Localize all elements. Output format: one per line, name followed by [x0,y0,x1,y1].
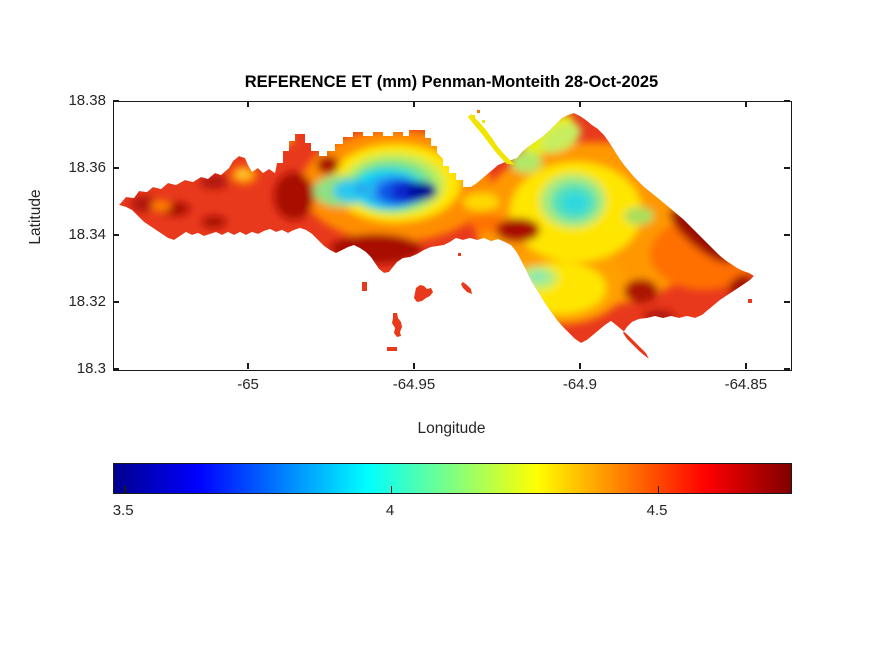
contour-blob [330,234,422,264]
islet [414,285,433,302]
contour-blob [527,271,549,283]
y-axis-tick-label: 18.36 [68,159,106,176]
y-axis-tick-left [113,368,119,370]
contour-blob [274,172,314,220]
contour-blob [355,184,369,194]
colorbar-tick-label: 4 [385,502,395,519]
x-axis-tick-top [247,101,249,107]
islet [748,299,752,303]
x-axis-tick-bottom [413,363,415,369]
contour-blob [270,134,294,146]
contour-blob [317,156,339,174]
islet [458,253,461,256]
y-axis-tick-right [784,368,790,370]
y-axis-tick-right [784,234,790,236]
y-axis-tick-right [784,301,790,303]
y-axis-tick-right [784,167,790,169]
colorbar [113,463,792,494]
contour-blob [541,122,581,154]
x-axis-tick-top [579,101,581,107]
islet [392,313,402,337]
y-axis-tick-left [113,234,119,236]
colorbar-tick [391,486,393,493]
y-axis-tick-left [113,301,119,303]
contour-blob [510,151,542,173]
x-axis-tick-bottom [579,363,581,369]
ridge-speck [472,115,475,118]
x-axis-tick-label: -64.9 [562,376,598,393]
colorbar-tick [124,486,126,493]
ridge-speck [477,110,480,113]
x-axis-tick-top [745,101,747,107]
chart-title: REFERENCE ET (mm) Penman-Monteith 28-Oct… [244,73,659,91]
x-axis-tick-label: -64.85 [724,376,768,393]
contour-blob [624,279,658,303]
contour-blob [463,193,499,211]
island-shape [119,113,754,359]
contour-blob [562,193,588,213]
colorbar-tick [658,486,660,493]
contour-blob [419,185,437,197]
contour-svg [119,110,754,359]
contour-blob [202,216,226,228]
plot-frame [113,101,792,371]
islet [387,347,397,351]
ridge-strip [467,113,516,166]
ridge-speck [482,120,485,123]
y-axis-tick-label: 18.32 [68,293,106,310]
colorbar-tick-label: 3.5 [112,502,134,519]
x-axis-tick-bottom [247,363,249,369]
contour-blob [643,310,675,322]
x-axis-tick-label: -64.95 [392,376,436,393]
x-axis-tick-top [413,101,415,107]
islet [461,282,472,294]
y-axis-tick-label: 18.3 [76,360,106,377]
contour-blob [237,170,249,178]
contour-blob [471,213,503,233]
contour-blob [130,196,158,212]
y-axis-label: Latitude [27,189,44,245]
y-axis-tick-left [113,100,119,102]
islet [362,282,367,291]
x-axis-tick-bottom [745,363,747,369]
contour-blob [200,175,228,189]
contour-blob [727,274,751,294]
y-axis-tick-left [113,167,119,169]
contour-blob [624,207,654,225]
y-axis-tick-right [784,100,790,102]
contour-blob [496,218,540,242]
x-axis-label: Longitude [417,420,486,437]
contour-blob [255,151,273,163]
colorbar-tick-label: 4.5 [646,502,668,519]
x-axis-tick-label: -65 [237,376,259,393]
y-axis-tick-label: 18.34 [68,226,106,243]
contour-blob [151,200,171,212]
y-axis-tick-label: 18.38 [68,92,106,109]
